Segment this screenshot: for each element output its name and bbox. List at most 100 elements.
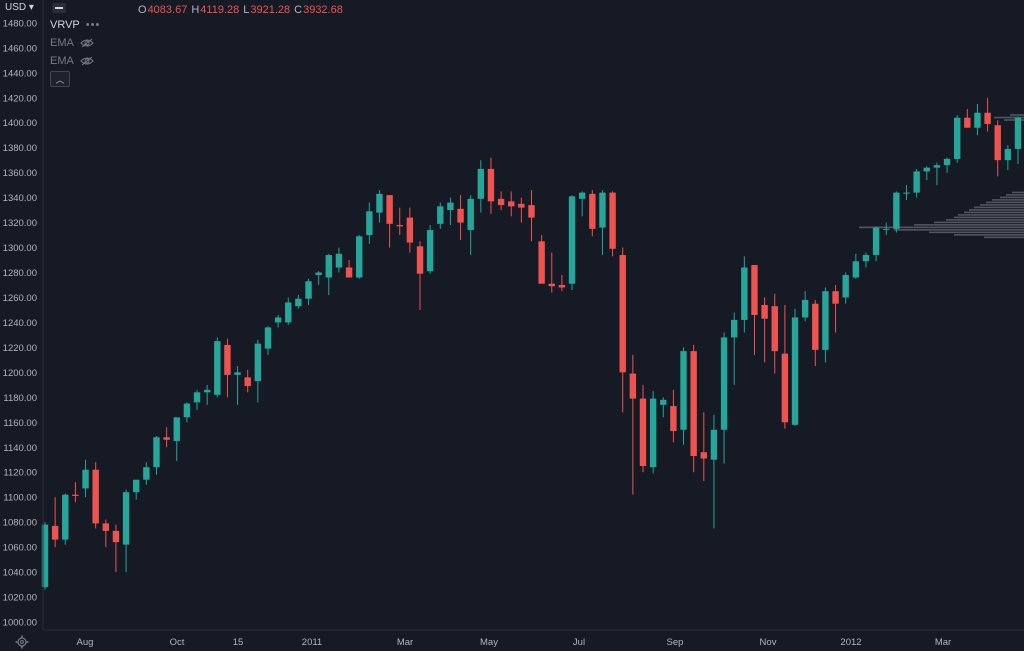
candle-body [589,193,596,229]
candle [214,337,221,398]
more-icon[interactable]: ••• [85,19,101,31]
candle [812,299,819,367]
indicator-ema-2[interactable]: EMA [50,55,94,67]
candle [92,462,99,529]
gear-icon[interactable] [14,634,30,650]
candle-body [183,403,191,418]
volume-profile [859,114,1024,239]
y-tick-label: 1340.00 [3,193,37,204]
candle-body [943,158,951,166]
candle [112,524,120,573]
candle [538,235,545,284]
volume-profile-bar [969,209,1024,211]
candle [335,247,343,273]
candle [285,297,292,325]
candle-body [933,165,941,168]
candle-body [710,429,718,460]
candle [893,191,900,233]
candle [964,108,971,128]
candle [295,294,302,309]
x-tick-label: 2011 [302,637,322,648]
candle-body [720,337,728,430]
volume-profile-bar [894,229,1024,231]
candle [487,157,495,214]
symbol-toggle-icon[interactable] [52,3,66,13]
candle-body [872,227,880,256]
candle-body [832,291,839,304]
candle-body [923,167,930,172]
candle [791,308,799,427]
candle-body [913,171,920,193]
candle [953,115,961,163]
candle-body [801,299,809,318]
candle-body [122,492,130,545]
volume-profile-bar [958,214,1024,216]
candle-body [660,399,667,405]
candle-body [842,275,849,298]
volume-profile-bar [984,236,1024,239]
candle-body [568,196,576,284]
candle-body [1004,148,1012,161]
candle-body [508,201,515,207]
indicator-ema-1[interactable]: EMA [50,37,94,49]
candle [619,247,626,413]
candle [467,195,474,256]
currency-selector[interactable]: USD ▾ [5,2,34,13]
candle-body [51,525,59,540]
collapse-legend-button[interactable]: ︿ [50,71,70,87]
candle [477,160,485,213]
candle [548,252,555,293]
candle-body [893,192,900,229]
candle [426,225,434,274]
candle-body [92,469,99,524]
candle-body [315,272,322,276]
candle-body [173,417,180,442]
ohlc-close: C3932.68 [294,4,343,16]
candle [386,195,393,248]
candle [264,326,272,355]
candle [325,253,332,295]
candle [274,314,282,328]
candle [599,190,606,256]
volume-profile-bar [964,211,1024,214]
eye-hidden-icon[interactable] [80,38,94,48]
chevron-up-icon: ︿ [55,74,65,85]
x-tick-label: Oct [170,637,185,648]
y-tick-label: 1060.00 [3,543,37,554]
candle [153,436,160,475]
candle-body [619,255,626,373]
candle [203,384,211,405]
eye-hidden-icon[interactable] [80,56,94,66]
candle [355,235,363,279]
candle-body [974,112,981,128]
volume-profile-bar [859,226,1024,229]
candle-body [305,281,312,299]
candle [832,284,839,333]
y-tick-label: 1420.00 [3,93,37,104]
candle-body [386,195,393,224]
candle-body [163,437,170,440]
indicator-vrvp[interactable]: VRVP ••• [50,19,100,31]
candle [771,293,778,374]
candle [366,202,373,244]
candle-body [234,372,241,375]
candle [943,157,951,173]
volume-profile-bar [954,216,1024,219]
candle-body [325,255,332,278]
candle [41,522,49,590]
candle [51,497,59,548]
candle [710,414,718,529]
candle [903,185,910,201]
candle-body [609,192,616,249]
indicator-ema-1-label: EMA [50,37,74,49]
x-tick-label: 2012 [840,637,861,648]
candle [801,291,809,322]
candle [122,489,130,573]
candle-body [254,343,262,382]
candle [447,197,454,226]
candle-body [264,327,272,349]
candle [173,417,180,461]
candle-body [447,202,454,211]
candle-body [437,206,444,224]
